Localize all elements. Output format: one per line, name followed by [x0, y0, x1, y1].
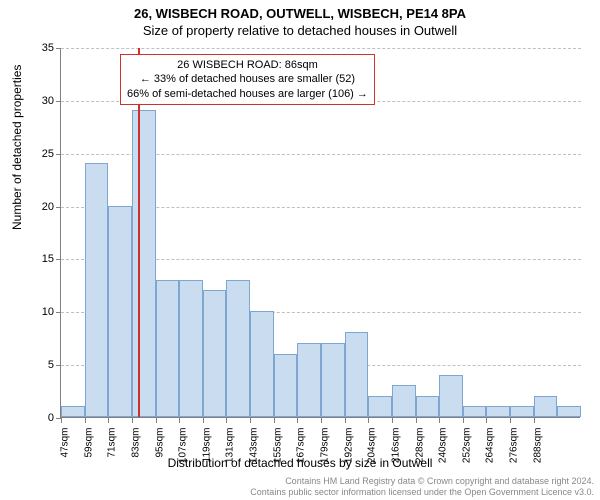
histogram-bar [156, 280, 180, 417]
xtick-mark [368, 418, 369, 423]
histogram-bar [61, 406, 85, 417]
xtick-mark [156, 418, 157, 423]
ytick-label: 5 [24, 359, 54, 371]
histogram-bar [226, 280, 250, 417]
xtick-mark [510, 418, 511, 423]
histogram-bar [85, 163, 109, 417]
xtick-label: 83sqm [130, 428, 141, 458]
xtick-label: 59sqm [83, 428, 94, 458]
y-axis-label: Number of detached properties [10, 65, 24, 230]
ytick-mark [56, 154, 61, 155]
histogram-bar [321, 343, 345, 417]
xtick-mark [250, 418, 251, 423]
xtick-mark [132, 418, 133, 423]
annotation-box: 26 WISBECH ROAD: 86sqm ← 33% of detached… [120, 54, 375, 105]
ytick-label: 15 [24, 253, 54, 265]
xtick-mark [274, 418, 275, 423]
histogram-bar [132, 110, 156, 417]
xtick-mark [179, 418, 180, 423]
histogram-bar [463, 406, 487, 417]
histogram-bar [368, 396, 392, 417]
histogram-bar [250, 311, 274, 417]
ytick-label: 25 [24, 148, 54, 160]
xtick-mark [439, 418, 440, 423]
xtick-label: 95sqm [154, 428, 165, 458]
footer-line2: Contains public sector information licen… [250, 487, 594, 498]
histogram-bar [510, 406, 534, 417]
xtick-mark [85, 418, 86, 423]
histogram-bar [179, 280, 203, 417]
histogram-bar [439, 375, 463, 417]
xtick-label: 71sqm [107, 428, 118, 458]
ytick-mark [56, 48, 61, 49]
xtick-mark [392, 418, 393, 423]
footer-line1: Contains HM Land Registry data © Crown c… [250, 476, 594, 487]
histogram-bar [203, 290, 227, 417]
ytick-mark [56, 312, 61, 313]
ytick-label: 35 [24, 42, 54, 54]
annotation-line3: 66% of semi-detached houses are larger (… [127, 87, 368, 101]
ytick-label: 0 [24, 412, 54, 424]
ytick-mark [56, 259, 61, 260]
ytick-mark [56, 101, 61, 102]
annotation-line2: ← 33% of detached houses are smaller (52… [127, 72, 368, 86]
xtick-label: 47sqm [60, 428, 71, 458]
x-axis-label: Distribution of detached houses by size … [0, 456, 600, 470]
xtick-mark [486, 418, 487, 423]
xtick-mark [297, 418, 298, 423]
chart-area: 0510152025303547sqm59sqm71sqm83sqm95sqm1… [60, 48, 580, 418]
xtick-mark [108, 418, 109, 423]
xtick-mark [203, 418, 204, 423]
histogram-bar [392, 385, 416, 417]
xtick-mark [345, 418, 346, 423]
xtick-mark [463, 418, 464, 423]
histogram-bar [486, 406, 510, 417]
histogram-bar [557, 406, 581, 417]
xtick-mark [226, 418, 227, 423]
ytick-label: 20 [24, 201, 54, 213]
chart-title-sub: Size of property relative to detached ho… [0, 21, 600, 38]
histogram-bar [108, 206, 132, 417]
ytick-label: 10 [24, 306, 54, 318]
histogram-bar [534, 396, 558, 417]
xtick-mark [534, 418, 535, 423]
histogram-bar [297, 343, 321, 417]
ytick-mark [56, 365, 61, 366]
ytick-mark [56, 207, 61, 208]
chart-title-main: 26, WISBECH ROAD, OUTWELL, WISBECH, PE14… [0, 0, 600, 21]
xtick-mark [321, 418, 322, 423]
histogram-bar [416, 396, 440, 417]
xtick-mark [61, 418, 62, 423]
histogram-bar [345, 332, 369, 417]
annotation-line1: 26 WISBECH ROAD: 86sqm [127, 58, 368, 72]
histogram-bar [274, 354, 298, 417]
ytick-label: 30 [24, 95, 54, 107]
footer-attribution: Contains HM Land Registry data © Crown c… [250, 476, 594, 498]
xtick-mark [416, 418, 417, 423]
